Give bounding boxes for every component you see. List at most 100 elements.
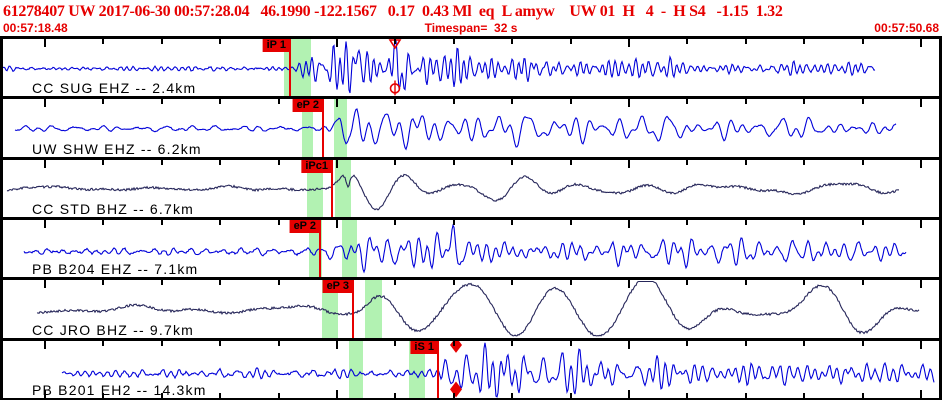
phase-pick-flag[interactable]: iS 1 (410, 340, 438, 354)
time-tick (920, 159, 922, 168)
timespan-label: Timespan= 32 s (424, 21, 518, 35)
amplitude-marker[interactable] (388, 39, 402, 96)
time-tick (219, 159, 222, 165)
pick-uncertainty-band (334, 99, 347, 157)
trace-row[interactable]: iP 1 CC SUG EHZ -- 2.4km (3, 39, 939, 100)
time-tick (686, 39, 689, 44)
time-tick (803, 280, 806, 286)
time-tick (160, 280, 163, 286)
time-tick (511, 39, 514, 44)
station-label: UW SHW EHZ -- 6.2km (32, 140, 202, 157)
amplitude-marker[interactable] (450, 340, 462, 397)
phase-pick-flag[interactable]: iPc1 (301, 159, 332, 173)
trace-row[interactable]: eP 2 PB B204 EHZ -- 7.1km (3, 219, 939, 281)
time-tick (744, 99, 747, 105)
time-tick (219, 219, 222, 225)
time-tick (44, 159, 46, 168)
time-tick (277, 159, 280, 165)
pick-uncertainty-band (307, 159, 323, 217)
time-tick (511, 219, 514, 225)
time-tick (861, 39, 864, 44)
waveform (23, 223, 907, 274)
station-label: CC STD BHZ -- 6.7km (32, 200, 195, 217)
waveform (36, 281, 920, 337)
time-tick (569, 280, 572, 286)
time-tick (44, 340, 46, 349)
phase-pick-line[interactable] (289, 39, 291, 97)
waveform (6, 173, 900, 211)
trace-row[interactable]: iS 1 PB B201 EH2 -- 14.3km (3, 340, 939, 398)
time-tick (452, 99, 455, 105)
time-tick (452, 39, 455, 44)
time-tick (744, 340, 747, 346)
time-tick (277, 340, 280, 346)
phase-pick-line[interactable] (437, 340, 439, 398)
time-tick (628, 219, 630, 228)
time-tick (394, 280, 397, 286)
time-tick (102, 159, 105, 165)
phase-pick-flag[interactable]: iP 1 (262, 39, 290, 52)
time-tick (219, 99, 222, 105)
time-tick (219, 280, 222, 286)
time-tick (277, 280, 280, 286)
phase-pick-line[interactable] (352, 280, 354, 338)
trace-row[interactable]: iPc1 CC STD BHZ -- 6.7km (3, 159, 939, 220)
time-window-bar: 00:57:18.48 Timespan= 32 s 00:57:50.68 (0, 22, 942, 35)
phase-pick-flag[interactable]: eP 3 (322, 280, 353, 294)
time-tick (686, 99, 689, 105)
time-tick (44, 39, 46, 47)
time-tick (394, 340, 397, 346)
time-tick (861, 99, 864, 105)
time-tick (744, 219, 747, 225)
time-tick (394, 392, 397, 398)
phase-pick-flag[interactable]: eP 2 (292, 99, 323, 113)
time-tick (803, 219, 806, 225)
time-tick (628, 389, 630, 398)
time-tick (511, 392, 514, 398)
time-tick (920, 39, 922, 47)
time-tick (219, 39, 222, 44)
waveform-trace (6, 173, 900, 211)
time-tick (803, 39, 806, 44)
time-tick (336, 389, 338, 398)
time-tick (920, 280, 922, 289)
time-tick (394, 99, 397, 105)
trace-row[interactable]: eP 3 CC JRO BHZ -- 9.7km (3, 280, 939, 341)
phase-pick-flag[interactable]: eP 2 (289, 219, 320, 233)
pick-uncertainty-band (349, 340, 363, 398)
time-tick (628, 280, 630, 289)
time-tick (394, 219, 397, 225)
pick-uncertainty-band (335, 159, 351, 217)
time-tick (277, 219, 280, 225)
time-tick (628, 340, 630, 349)
time-tick (686, 280, 689, 286)
time-tick (102, 219, 105, 225)
time-tick (336, 340, 338, 349)
station-label: PB B201 EH2 -- 14.3km (32, 381, 207, 398)
time-tick (452, 159, 455, 165)
phase-pick-line[interactable] (319, 219, 321, 278)
time-tick (569, 99, 572, 105)
time-tick (744, 392, 747, 398)
time-tick (394, 39, 397, 44)
time-tick (160, 99, 163, 105)
time-tick (336, 99, 338, 108)
amp-marker-diamond-bottom-icon (450, 381, 462, 397)
window-end-time: 00:57:50.68 (874, 21, 939, 35)
waveform-trace (36, 281, 920, 337)
trace-row[interactable]: eP 2 UW SHW EHZ -- 6.2km (3, 99, 939, 160)
time-tick (861, 392, 864, 398)
waveform-trace (3, 39, 876, 94)
phase-pick-line[interactable] (331, 159, 333, 217)
waveform-trace (23, 223, 907, 274)
time-tick (569, 340, 572, 346)
time-tick (803, 392, 806, 398)
time-tick (569, 39, 572, 44)
time-tick (336, 159, 338, 168)
time-tick (511, 99, 514, 105)
time-tick (219, 392, 222, 398)
time-tick (744, 159, 747, 165)
amp-marker-diamond-top-icon (450, 340, 462, 353)
time-tick (686, 219, 689, 225)
phase-pick-line[interactable] (322, 99, 324, 157)
